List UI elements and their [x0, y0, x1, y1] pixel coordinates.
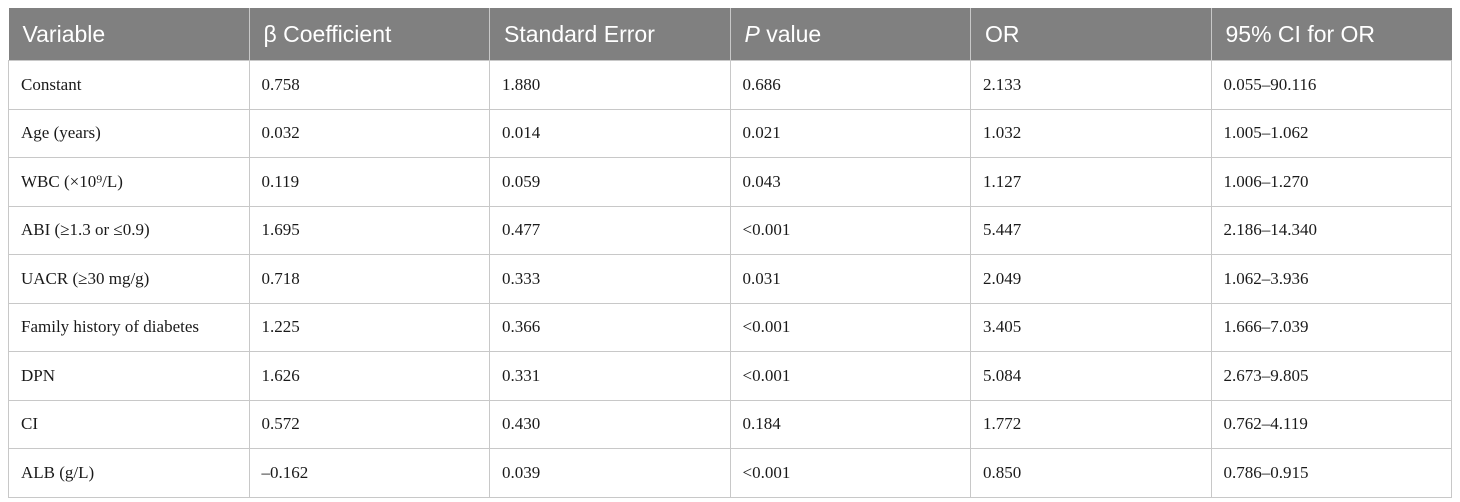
table-cell: 0.477 — [489, 205, 731, 255]
table-cell: 2.049 — [970, 254, 1212, 304]
table-row: WBC (×10⁹/L) 0.119 0.059 0.043 1.127 1.006–1.… — [8, 157, 1452, 207]
table-cell: 0.331 — [489, 351, 731, 401]
table-cell: <0.001 — [729, 351, 971, 401]
table-cell: 2.186–14.340 — [1210, 205, 1452, 255]
column-header: β Coefficient — [248, 8, 490, 61]
table-cell: 1.062–3.936 — [1210, 254, 1452, 304]
table-row: DPN 1.626 0.331 <0.001 5.084 2.673–9.805 — [8, 351, 1452, 401]
table-cell: 1.006–1.270 — [1210, 157, 1452, 207]
row-label: ABI (≥1.3 or ≤0.9) — [8, 205, 250, 255]
table-cell: 0.032 — [248, 108, 490, 158]
table-cell: 0.850 — [970, 448, 1212, 498]
row-label: WBC (×10⁹/L) — [8, 157, 250, 207]
table-row: ALB (g/L) –0.162 0.039 <0.001 0.850 0.786–0.9… — [8, 448, 1452, 498]
table-row: UACR (≥30 mg/g) 0.718 0.333 0.031 2.049 1.062… — [8, 254, 1452, 304]
table-cell: 3.405 — [970, 302, 1212, 352]
column-header: Standard Error — [489, 8, 730, 61]
table-row: ABI (≥1.3 or ≤0.9) 1.695 0.477 <0.001 5.447 2… — [8, 205, 1452, 255]
table-row: CI 0.572 0.430 0.184 1.772 0.762–4.119 — [8, 399, 1452, 449]
table-cell: 1.880 — [489, 60, 731, 110]
table-cell: 1.032 — [970, 108, 1212, 158]
table-cell: 5.447 — [970, 205, 1212, 255]
table-cell: 2.673–9.805 — [1210, 351, 1452, 401]
row-label: Age (years) — [8, 108, 250, 158]
row-label: UACR (≥30 mg/g) — [8, 254, 250, 304]
table-body: Constant 0.758 1.880 0.686 2.133 0.055–90.116… — [8, 60, 1452, 498]
table-cell: 0.055–90.116 — [1210, 60, 1452, 110]
table-cell: –0.162 — [248, 448, 490, 498]
row-label: DPN — [8, 351, 250, 401]
table-cell: <0.001 — [729, 302, 971, 352]
table-cell: 0.762–4.119 — [1210, 399, 1452, 449]
table-cell: <0.001 — [729, 205, 971, 255]
table-cell: 1.626 — [248, 351, 490, 401]
table-cell: 0.572 — [248, 399, 490, 449]
table-cell: 1.772 — [970, 399, 1212, 449]
column-header: 95% CI for OR — [1210, 8, 1452, 61]
header-row: Variable β Coefficient Standard Error P val… — [8, 8, 1452, 61]
table-cell: 1.666–7.039 — [1210, 302, 1452, 352]
table-cell: 2.133 — [970, 60, 1212, 110]
table-cell: 0.031 — [729, 254, 971, 304]
table-cell: <0.001 — [729, 448, 971, 498]
table-cell: 0.758 — [248, 60, 490, 110]
table-row: Age (years) 0.032 0.014 0.021 1.032 1.005–1.0… — [8, 108, 1452, 158]
row-label: Family history of diabetes — [8, 302, 250, 352]
table-header: Variable β Coefficient Standard Error P val… — [8, 8, 1452, 61]
table-cell: 0.786–0.915 — [1210, 448, 1452, 498]
table-cell: 0.184 — [729, 399, 971, 449]
row-label: CI — [8, 399, 250, 449]
table-cell: 0.043 — [729, 157, 971, 207]
table-cell: 5.084 — [970, 351, 1212, 401]
regression-table: Variable β Coefficient Standard Error P val… — [8, 8, 1452, 498]
row-label: Constant — [8, 60, 250, 110]
table-cell: 1.127 — [970, 157, 1212, 207]
table-cell: 1.695 — [248, 205, 490, 255]
table-cell: 1.005–1.062 — [1210, 108, 1452, 158]
row-label: ALB (g/L) — [8, 448, 250, 498]
table-cell: 0.014 — [489, 108, 731, 158]
table-row: Constant 0.758 1.880 0.686 2.133 0.055–90.116 — [8, 60, 1452, 110]
table-cell: 0.119 — [248, 157, 490, 207]
table-cell: 0.021 — [729, 108, 971, 158]
column-header: P value — [729, 8, 971, 61]
table-cell: 1.225 — [248, 302, 490, 352]
column-header: OR — [970, 8, 1211, 61]
table-cell: 0.039 — [489, 448, 731, 498]
column-header: Variable — [8, 8, 249, 61]
table-cell: 0.059 — [489, 157, 731, 207]
table-cell: 0.333 — [489, 254, 731, 304]
table-cell: 0.718 — [248, 254, 490, 304]
table-cell: 0.366 — [489, 302, 731, 352]
table-row: Family history of diabetes 1.225 0.366 <0.0… — [8, 302, 1452, 352]
table-cell: 0.686 — [729, 60, 971, 110]
table-cell: 0.430 — [489, 399, 731, 449]
